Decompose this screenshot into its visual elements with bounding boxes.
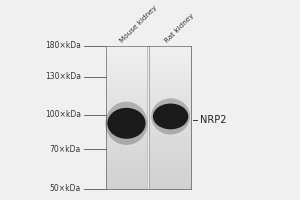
Text: 100×kDa: 100×kDa xyxy=(45,110,81,119)
Bar xyxy=(106,165,147,170)
Bar xyxy=(150,146,191,151)
Bar xyxy=(150,184,191,189)
Bar xyxy=(106,169,147,174)
Bar xyxy=(150,169,191,174)
Bar xyxy=(150,65,191,70)
Text: 130×kDa: 130×kDa xyxy=(45,72,81,81)
Bar xyxy=(150,150,191,155)
Bar xyxy=(150,141,191,146)
Bar xyxy=(150,70,191,75)
Bar xyxy=(106,174,147,179)
Bar xyxy=(150,122,191,127)
Bar xyxy=(150,117,191,122)
Bar xyxy=(150,108,191,113)
Bar xyxy=(106,46,147,189)
Bar xyxy=(106,127,147,132)
Bar xyxy=(150,103,191,108)
Bar xyxy=(150,179,191,184)
Bar xyxy=(106,179,147,184)
Bar xyxy=(106,184,147,189)
Bar xyxy=(150,93,191,98)
Bar xyxy=(106,65,147,70)
Bar xyxy=(106,136,147,141)
Bar xyxy=(106,89,147,94)
Bar xyxy=(106,46,147,51)
Bar xyxy=(150,98,191,103)
Bar xyxy=(150,89,191,94)
Bar xyxy=(106,150,147,155)
Bar xyxy=(150,51,191,55)
Bar xyxy=(150,112,191,117)
Bar xyxy=(106,141,147,146)
Text: Mouse kidney: Mouse kidney xyxy=(119,5,159,44)
Ellipse shape xyxy=(107,108,146,139)
Bar xyxy=(106,98,147,103)
Bar xyxy=(106,74,147,79)
Bar xyxy=(106,155,147,160)
Bar xyxy=(106,84,147,89)
Bar xyxy=(150,84,191,89)
Bar xyxy=(150,127,191,132)
Text: 180×kDa: 180×kDa xyxy=(45,41,81,50)
Bar xyxy=(106,51,147,55)
Bar xyxy=(150,46,191,189)
Bar xyxy=(106,108,147,113)
Bar xyxy=(106,112,147,117)
Bar xyxy=(106,160,147,165)
Bar xyxy=(106,122,147,127)
Bar xyxy=(150,136,191,141)
Bar xyxy=(106,55,147,60)
Text: NRP2: NRP2 xyxy=(200,115,226,125)
Bar xyxy=(106,79,147,84)
Bar xyxy=(106,146,147,151)
Bar xyxy=(150,165,191,170)
Text: Rat kidney: Rat kidney xyxy=(164,13,195,44)
Bar xyxy=(106,103,147,108)
Bar xyxy=(106,93,147,98)
Bar xyxy=(106,70,147,75)
Ellipse shape xyxy=(153,104,188,129)
Bar xyxy=(106,131,147,136)
Bar xyxy=(150,155,191,160)
Bar xyxy=(106,60,147,65)
Bar xyxy=(150,160,191,165)
Bar xyxy=(150,174,191,179)
Bar xyxy=(150,46,191,51)
Bar xyxy=(150,60,191,65)
Ellipse shape xyxy=(151,98,190,134)
Text: 70×kDa: 70×kDa xyxy=(50,145,81,154)
Bar xyxy=(106,117,147,122)
Bar xyxy=(150,74,191,79)
Text: 50×kDa: 50×kDa xyxy=(50,184,81,193)
Bar xyxy=(150,55,191,60)
Bar xyxy=(150,131,191,136)
Bar xyxy=(150,79,191,84)
Ellipse shape xyxy=(105,102,148,145)
